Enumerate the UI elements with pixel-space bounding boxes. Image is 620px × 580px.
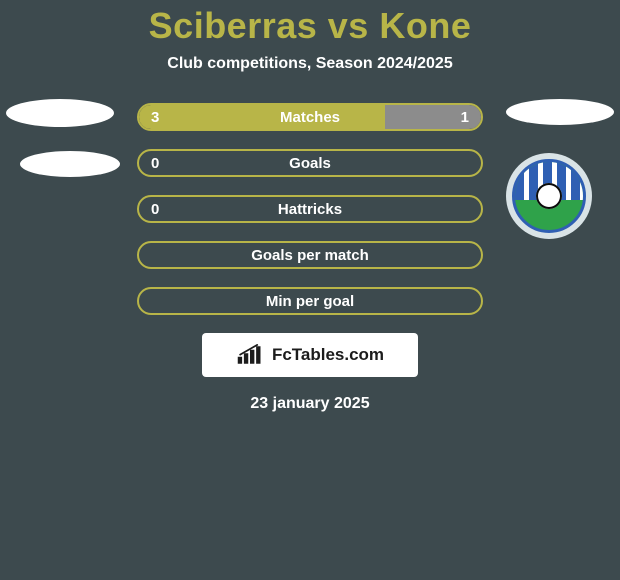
title: Sciberras vs Kone <box>149 5 472 47</box>
player-a-name: Sciberras <box>149 5 318 46</box>
subtitle: Club competitions, Season 2024/2025 <box>167 55 452 73</box>
stat-label: Hattricks <box>139 201 481 218</box>
stat-value-left: 3 <box>151 109 159 126</box>
brand-text: FcTables.com <box>272 345 384 365</box>
stat-row: Goals per match <box>137 241 483 269</box>
stat-value-left: 0 <box>151 201 159 218</box>
stat-label: Min per goal <box>139 293 481 310</box>
club-crest <box>512 159 586 233</box>
brand-logo: FcTables.com <box>202 333 418 377</box>
stat-label: Matches <box>139 109 481 126</box>
comparison-card: Sciberras vs Kone Club competitions, Sea… <box>0 0 620 580</box>
stat-row: Hattricks0 <box>137 195 483 223</box>
player-b-name: Kone <box>379 5 471 46</box>
stat-label: Goals per match <box>139 247 481 264</box>
stat-value-left: 0 <box>151 155 159 172</box>
football-icon <box>536 183 562 209</box>
stat-value-right: 1 <box>461 109 469 126</box>
player-a-badge-top <box>6 99 114 127</box>
stat-row: Goals0 <box>137 149 483 177</box>
vs-label: vs <box>328 5 369 46</box>
stats-area: Matches31Goals0Hattricks0Goals per match… <box>0 103 620 315</box>
stat-bars: Matches31Goals0Hattricks0Goals per match… <box>137 103 483 315</box>
stat-label: Goals <box>139 155 481 172</box>
player-b-badge-top <box>506 99 614 125</box>
player-a-badge-bottom <box>20 151 120 177</box>
player-b-club-badge <box>506 153 592 239</box>
date: 23 january 2025 <box>250 395 369 413</box>
stat-row: Min per goal <box>137 287 483 315</box>
stat-row: Matches3 1 <box>137 103 483 131</box>
chart-icon <box>236 344 264 366</box>
